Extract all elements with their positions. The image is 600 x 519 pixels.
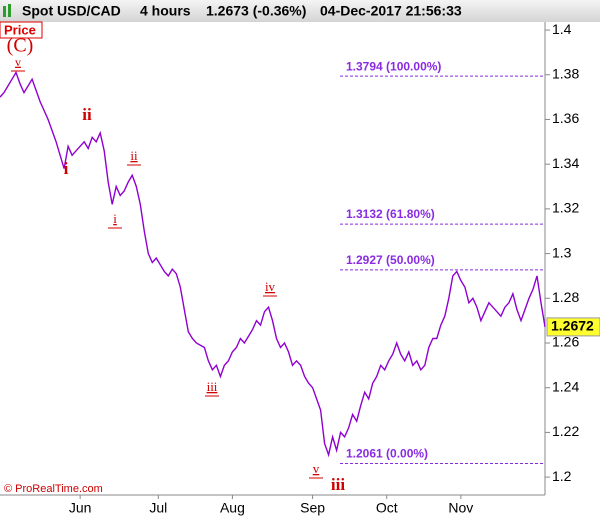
wave-label: v [15,55,21,69]
timestamp: 04-Dec-2017 21:56:33 [320,3,462,19]
y-tick-label: 1.2 [552,468,572,484]
wave-label: iii [207,379,218,394]
quote: 1.2673 (-0.36%) [206,3,306,19]
y-tick-label: 1.28 [552,289,579,305]
wave-label: i [113,211,117,226]
wave-label: iv [265,279,276,294]
last-price-label: 1.2672 [551,318,594,334]
y-tick-label: 1.4 [552,21,572,37]
wave-label: iii [331,475,345,494]
level-label: 1.3132 (61.80%) [346,207,435,221]
level-label: 1.2061 (0.00%) [346,447,428,461]
level-label: 1.2927 (50.00%) [346,253,435,267]
panel-label: Price [4,22,36,37]
panel-label-box [0,21,43,39]
y-tick-label: 1.24 [552,378,579,394]
y-tick-label: 1.34 [552,155,579,171]
wave-label: v [313,461,320,476]
price-line [0,70,546,458]
x-tick-label: Nov [448,500,473,516]
x-tick-label: Jul [149,500,167,516]
y-tick-label: 1.3 [552,244,572,260]
header-bar [0,0,600,22]
wave-label: ii [82,105,92,124]
icon [8,4,11,17]
y-tick-label: 1.26 [552,334,579,350]
y-tick-label: 1.36 [552,110,579,126]
icon [3,6,6,17]
x-tick-label: Oct [376,500,398,516]
y-tick-label: 1.32 [552,200,579,216]
x-tick-label: Jun [69,500,92,516]
level-label: 1.3794 (100.00%) [346,59,441,73]
footer: © ProRealTime.com [4,483,103,495]
interval: 4 hours [140,3,191,19]
last-price-box [546,317,600,337]
x-tick-label: Aug [220,500,245,516]
wave-label: i [64,159,69,178]
y-tick-label: 1.38 [552,65,579,81]
wave-label: ii [130,148,138,163]
wave-label: (C) [7,35,34,57]
y-tick-label: 1.22 [552,423,579,439]
x-tick-label: Sep [300,500,325,516]
chart-title: Spot USD/CAD [22,3,121,19]
